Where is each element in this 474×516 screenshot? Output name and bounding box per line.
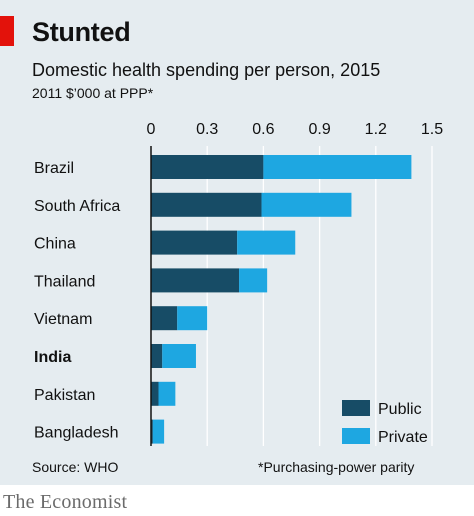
category-label-bangladesh: Bangladesh xyxy=(34,425,119,442)
bar-public-pakistan xyxy=(151,381,159,406)
legend-label-private: Private xyxy=(378,429,428,446)
legend-swatch-public xyxy=(342,400,370,416)
x-tick-label-5: 1.5 xyxy=(421,121,443,138)
red-accent-tag xyxy=(0,16,14,46)
source-note: Source: WHO xyxy=(32,459,119,475)
bar-private-vietnam xyxy=(177,306,208,331)
category-label-south-africa: South Africa xyxy=(34,198,120,215)
chart-title: Stunted xyxy=(32,17,131,47)
bar-private-south-africa xyxy=(261,192,352,217)
chart-subtitle: Domestic health spending per person, 201… xyxy=(32,60,381,80)
bar-public-south-africa xyxy=(151,192,262,217)
bar-private-india xyxy=(162,344,196,368)
bar-public-china xyxy=(151,230,238,255)
category-label-india: India xyxy=(34,349,71,366)
category-label-brazil: Brazil xyxy=(34,160,74,177)
bar-public-india xyxy=(151,344,163,368)
bar-private-thailand xyxy=(239,268,268,293)
category-label-china: China xyxy=(34,236,76,253)
x-tick-label-4: 1.2 xyxy=(365,121,387,138)
bar-private-brazil xyxy=(263,155,412,179)
bar-public-thailand xyxy=(151,268,240,293)
footnote: *Purchasing-power parity xyxy=(258,459,415,475)
bar-private-pakistan xyxy=(158,381,176,406)
x-tick-label-1: 0.3 xyxy=(196,121,218,138)
bar-public-vietnam xyxy=(151,306,178,331)
bar-private-china xyxy=(237,230,296,255)
x-tick-label-0: 0 xyxy=(147,121,156,138)
category-label-vietnam: Vietnam xyxy=(34,311,92,328)
bar-public-brazil xyxy=(151,155,264,179)
legend-label-public: Public xyxy=(378,401,422,418)
x-tick-label-2: 0.6 xyxy=(252,121,274,138)
brand-bar xyxy=(0,485,474,516)
brand-logo: The Economist xyxy=(3,491,128,513)
bar-public-bangladesh xyxy=(151,419,153,444)
chart-unit: 2011 $’000 at PPP* xyxy=(32,85,154,101)
category-label-thailand: Thailand xyxy=(34,273,95,290)
legend-swatch-private xyxy=(342,428,370,444)
category-label-pakistan: Pakistan xyxy=(34,387,95,404)
x-tick-label-3: 0.9 xyxy=(308,121,330,138)
bar-private-bangladesh xyxy=(152,419,165,444)
